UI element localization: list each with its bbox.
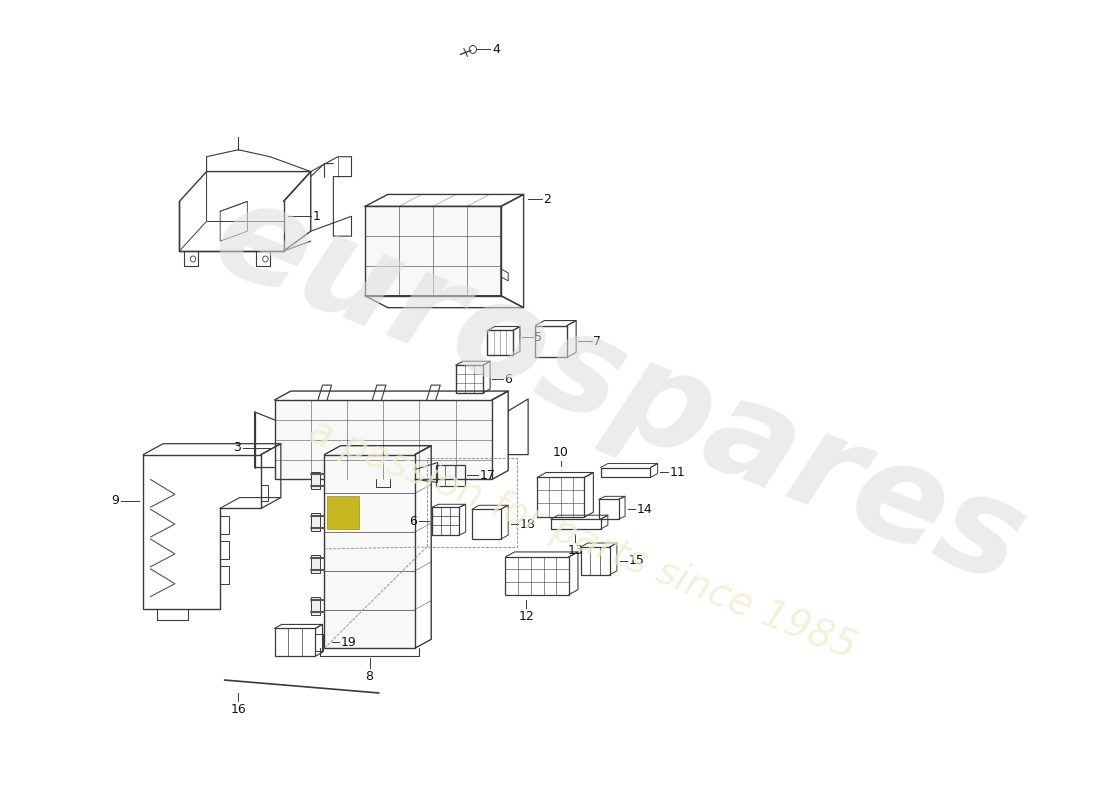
Bar [536, 326, 568, 358]
Bar [472, 510, 500, 539]
Bar [551, 519, 601, 529]
Bar [601, 467, 650, 478]
Bar [598, 499, 618, 519]
Bar [537, 478, 584, 517]
Bar [310, 514, 320, 531]
Bar [275, 400, 492, 479]
Text: 6: 6 [409, 514, 417, 528]
Bar [327, 496, 359, 529]
Bar [455, 366, 483, 393]
Bar [487, 330, 513, 355]
Text: 7: 7 [593, 335, 602, 348]
Bar [432, 507, 460, 535]
Text: 1: 1 [312, 210, 320, 222]
Text: 10: 10 [553, 446, 569, 458]
Text: 12: 12 [518, 610, 535, 622]
Text: 18: 18 [520, 518, 536, 530]
Bar [324, 454, 415, 648]
Text: 9: 9 [111, 494, 119, 507]
Text: eurospares: eurospares [195, 168, 1043, 612]
Text: 5: 5 [535, 331, 542, 344]
Text: 17: 17 [480, 469, 496, 482]
Bar [310, 471, 320, 490]
Bar [365, 206, 501, 296]
Text: a passion for parts since 1985: a passion for parts since 1985 [304, 411, 861, 666]
Text: 3: 3 [233, 441, 241, 454]
Bar [378, 482, 387, 487]
Bar [506, 557, 569, 594]
Text: 14: 14 [637, 502, 652, 516]
Bar [436, 465, 464, 486]
Text: 4: 4 [492, 43, 499, 56]
Text: 11: 11 [670, 466, 685, 479]
Bar [275, 629, 316, 656]
Text: 2: 2 [543, 193, 551, 206]
Text: 19: 19 [341, 636, 356, 649]
Text: 13: 13 [568, 544, 583, 557]
Bar [310, 555, 320, 573]
Bar [581, 547, 609, 574]
Text: 16: 16 [230, 703, 246, 716]
Bar [310, 597, 320, 614]
Text: 15: 15 [629, 554, 645, 567]
Text: 8: 8 [365, 670, 374, 683]
Text: 6: 6 [505, 373, 513, 386]
